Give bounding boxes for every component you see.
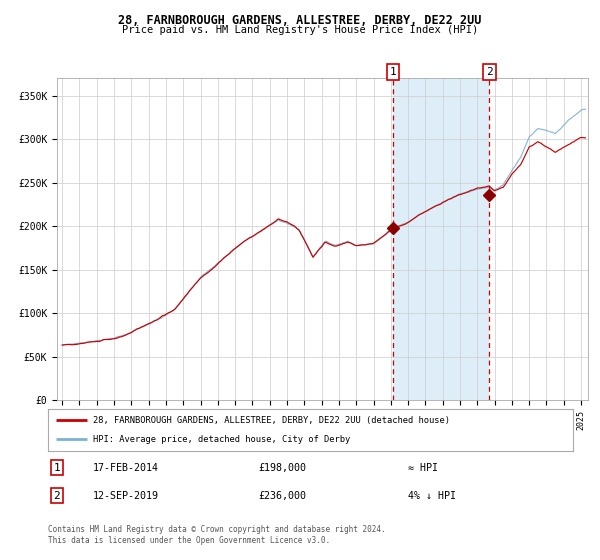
Text: 28, FARNBOROUGH GARDENS, ALLESTREE, DERBY, DE22 2UU (detached house): 28, FARNBOROUGH GARDENS, ALLESTREE, DERB… — [92, 416, 449, 424]
Text: £236,000: £236,000 — [258, 491, 306, 501]
Text: 1: 1 — [53, 463, 61, 473]
Bar — [393, 78, 490, 400]
Text: 2: 2 — [53, 491, 61, 501]
Text: 17-FEB-2014: 17-FEB-2014 — [93, 463, 159, 473]
Text: £198,000: £198,000 — [258, 463, 306, 473]
Text: Contains HM Land Registry data © Crown copyright and database right 2024.
This d: Contains HM Land Registry data © Crown c… — [48, 525, 386, 545]
Text: 2: 2 — [486, 67, 493, 77]
Text: 1: 1 — [389, 67, 396, 77]
Text: 4% ↓ HPI: 4% ↓ HPI — [408, 491, 456, 501]
Text: ≈ HPI: ≈ HPI — [408, 463, 438, 473]
Text: Price paid vs. HM Land Registry's House Price Index (HPI): Price paid vs. HM Land Registry's House … — [122, 25, 478, 35]
Text: HPI: Average price, detached house, City of Derby: HPI: Average price, detached house, City… — [92, 435, 350, 444]
Text: 12-SEP-2019: 12-SEP-2019 — [93, 491, 159, 501]
Text: 28, FARNBOROUGH GARDENS, ALLESTREE, DERBY, DE22 2UU: 28, FARNBOROUGH GARDENS, ALLESTREE, DERB… — [118, 14, 482, 27]
